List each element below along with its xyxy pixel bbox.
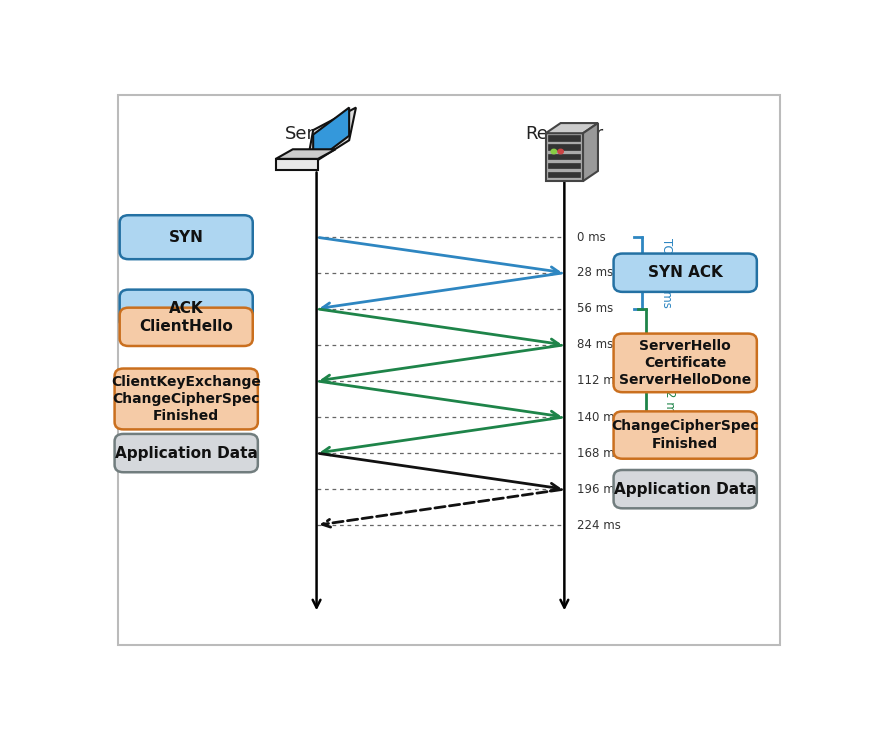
Text: Application Data: Application Data [115, 446, 258, 460]
FancyBboxPatch shape [548, 135, 580, 141]
Text: Receiver: Receiver [526, 125, 604, 143]
Text: Application Data: Application Data [614, 482, 757, 496]
FancyBboxPatch shape [613, 334, 757, 392]
Text: ChangeCipherSpec
Finished: ChangeCipherSpec Finished [611, 419, 759, 451]
Text: 28 ms: 28 ms [576, 266, 613, 279]
Text: 224 ms: 224 ms [576, 519, 620, 531]
Text: 56 ms: 56 ms [576, 302, 613, 315]
FancyBboxPatch shape [115, 434, 258, 472]
Polygon shape [583, 123, 598, 181]
FancyBboxPatch shape [613, 470, 757, 508]
Polygon shape [546, 133, 583, 181]
FancyBboxPatch shape [613, 253, 757, 292]
Text: TCP - 56 ms: TCP - 56 ms [660, 238, 673, 308]
FancyBboxPatch shape [548, 171, 580, 176]
Polygon shape [307, 108, 356, 168]
Text: 0 ms: 0 ms [576, 231, 605, 244]
Text: Sender: Sender [285, 125, 349, 143]
Polygon shape [546, 123, 598, 133]
Text: 84 ms: 84 ms [576, 338, 613, 351]
FancyBboxPatch shape [613, 411, 757, 459]
Text: TLS - 112 ms: TLS - 112 ms [663, 343, 676, 419]
FancyBboxPatch shape [548, 163, 580, 168]
Polygon shape [276, 159, 318, 170]
Polygon shape [313, 108, 350, 163]
FancyBboxPatch shape [548, 144, 580, 149]
Text: ACK: ACK [169, 302, 203, 316]
Text: ClientKeyExchange
ChangeCipherSpec
Finished: ClientKeyExchange ChangeCipherSpec Finis… [111, 375, 261, 423]
Text: 168 ms: 168 ms [576, 447, 620, 460]
Text: 196 ms: 196 ms [576, 482, 620, 496]
FancyBboxPatch shape [115, 368, 258, 430]
Text: SYN ACK: SYN ACK [648, 265, 723, 280]
Text: SYN: SYN [169, 230, 203, 244]
Text: 112 ms: 112 ms [576, 375, 620, 387]
Circle shape [551, 149, 556, 154]
FancyBboxPatch shape [117, 94, 781, 645]
Text: ServerHello
Certificate
ServerHelloDone: ServerHello Certificate ServerHelloDone [619, 339, 752, 387]
FancyBboxPatch shape [120, 215, 253, 259]
Polygon shape [276, 149, 336, 159]
Text: 140 ms: 140 ms [576, 411, 620, 424]
FancyBboxPatch shape [120, 290, 253, 328]
Text: ClientHello: ClientHello [139, 319, 233, 335]
FancyBboxPatch shape [120, 307, 253, 346]
FancyBboxPatch shape [548, 154, 580, 159]
Circle shape [558, 149, 563, 154]
